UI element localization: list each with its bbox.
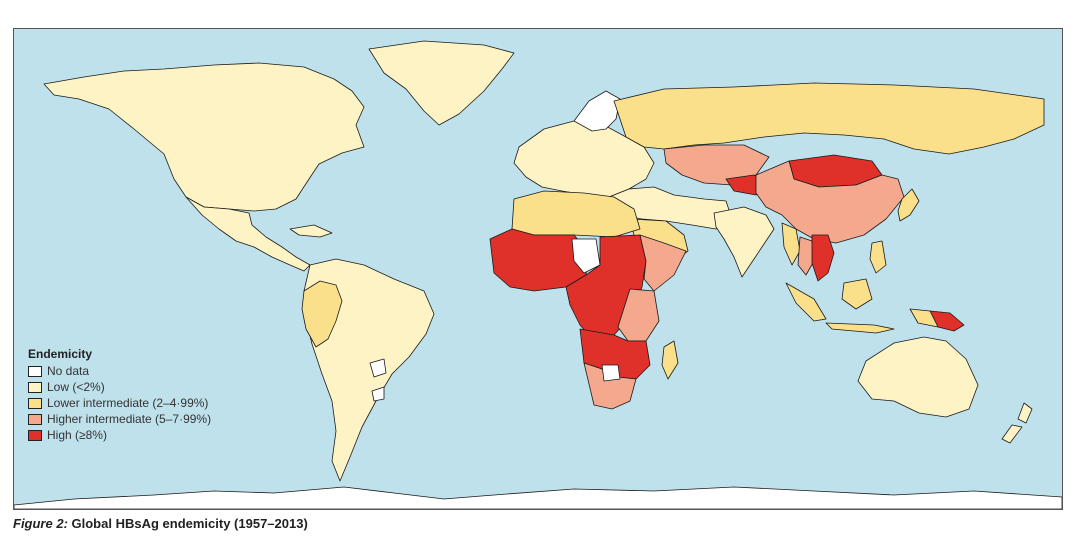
region-north-america	[43, 62, 365, 212]
region-australia	[857, 336, 979, 418]
world-map	[14, 29, 1062, 509]
legend-swatch	[28, 381, 42, 393]
region-caribbean	[289, 224, 333, 238]
region-borneo	[841, 278, 873, 310]
region-chad	[571, 238, 601, 274]
region-botswana	[601, 364, 621, 382]
region-madagascar	[661, 340, 679, 380]
region-antarctica	[14, 486, 1062, 509]
region-vietnam-laos	[811, 234, 835, 282]
figure-caption-text: Global HBsAg endemicity (1957–2013)	[67, 516, 308, 531]
legend-label: Lower intermediate (2–4·99%)	[47, 396, 209, 410]
legend-item-low: Low (<2%)	[28, 379, 211, 395]
region-india	[713, 206, 775, 278]
region-horn-of-africa	[639, 234, 687, 292]
figure-label: Figure 2:	[13, 516, 68, 531]
region-paraguay	[371, 386, 385, 402]
region-thailand	[797, 236, 815, 276]
region-andean	[301, 280, 343, 348]
legend-item-high: High (≥8%)	[28, 427, 211, 443]
legend-label: No data	[47, 364, 90, 378]
legend-item-lower-intermediate: Lower intermediate (2–4·99%)	[28, 395, 211, 411]
region-russia	[613, 82, 1045, 155]
legend-swatch	[28, 429, 42, 441]
region-philippines	[869, 240, 887, 274]
region-china	[755, 160, 905, 244]
region-greenland	[368, 40, 515, 126]
region-new-guinea-west	[909, 308, 939, 328]
region-new-zealand-north	[1017, 402, 1033, 424]
legend-label: Higher intermediate (5–7·99%)	[47, 412, 212, 426]
legend-swatch	[28, 365, 42, 377]
figure-caption: Figure 2: Global HBsAg endemicity (1957–…	[13, 516, 308, 531]
legend-swatch	[28, 413, 42, 425]
legend-item-higher-intermediate: Higher intermediate (5–7·99%)	[28, 411, 211, 427]
region-new-zealand-south	[1001, 424, 1023, 444]
region-japan	[897, 188, 920, 222]
legend-label: Low (<2%)	[47, 380, 105, 394]
region-sumatra	[785, 282, 827, 322]
region-uruguay	[369, 358, 387, 378]
region-java	[825, 322, 895, 334]
legend-title: Endemicity	[28, 347, 93, 361]
legend-label: High (≥8%)	[47, 428, 107, 442]
legend: Endemicity No data Low (<2%) Lower inter…	[28, 347, 211, 443]
map-frame	[13, 28, 1063, 510]
legend-item-no-data: No data	[28, 363, 211, 379]
legend-swatch	[28, 397, 42, 409]
region-myanmar	[781, 222, 801, 266]
